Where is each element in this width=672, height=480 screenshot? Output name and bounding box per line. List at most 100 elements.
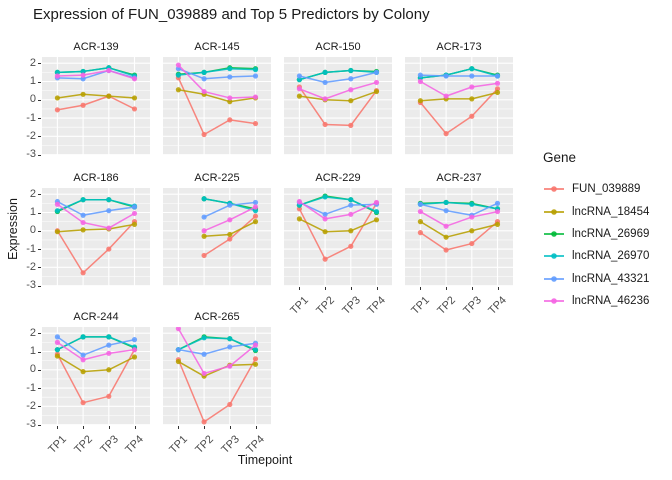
data-point-lncRNA_43321	[348, 76, 354, 82]
legend-item: lncRNA_26970	[543, 245, 649, 267]
data-point-lncRNA_18454	[373, 88, 380, 95]
series-line-FUN_039889	[298, 86, 378, 127]
data-point-lncRNA_46236	[373, 199, 380, 206]
series-line-FUN_039889	[56, 348, 136, 404]
data-point-lncRNA_18454	[201, 233, 207, 239]
facet-panel	[284, 57, 392, 155]
data-point-FUN_039889	[322, 256, 328, 262]
facet-panel	[405, 188, 513, 286]
data-point-lncRNA_46236	[80, 357, 86, 363]
data-point-lncRNA_46236	[175, 327, 181, 332]
data-point-lncRNA_46236	[417, 78, 423, 85]
data-point-FUN_039889	[469, 240, 475, 247]
data-point-lncRNA_46236	[54, 339, 60, 345]
data-point-lncRNA_46236	[227, 363, 233, 369]
series-line-lncRNA_18454	[56, 223, 136, 233]
legend-item: lncRNA_26969	[543, 223, 649, 245]
y-tick-label: -2	[26, 129, 36, 142]
facet-title: ACR-145	[194, 41, 240, 53]
facet-panel	[42, 327, 150, 425]
series-line-lncRNA_46236	[419, 80, 499, 97]
data-point-lncRNA_26970	[54, 69, 60, 75]
data-point-FUN_039889	[443, 131, 449, 137]
series-line-lncRNA_43321	[298, 201, 378, 216]
data-point-lncRNA_46236	[443, 93, 449, 99]
y-tick-label: 1	[29, 206, 36, 218]
x-tick-label: TP1	[288, 294, 312, 318]
legend-key-lncRNA_43321	[544, 275, 564, 282]
y-tick-mark	[38, 388, 41, 390]
y-tick-label: -2	[26, 399, 36, 412]
data-point-FUN_039889	[252, 120, 259, 127]
data-point-lncRNA_26970	[373, 208, 380, 215]
data-point-lncRNA_43321	[296, 73, 302, 79]
series-line-lncRNA_26970	[419, 201, 499, 210]
y-tick-label: 2	[29, 187, 36, 200]
data-point-lncRNA_18454	[175, 87, 181, 93]
data-point-lncRNA_26970	[252, 67, 259, 73]
legend-item-label: lncRNA_18454	[572, 205, 650, 218]
data-point-lncRNA_26970	[227, 66, 233, 72]
facet-title: ACR-237	[436, 172, 482, 184]
x-tick-label: TP4	[123, 433, 147, 457]
data-point-FUN_039889	[106, 393, 112, 399]
data-point-lncRNA_18454	[175, 358, 181, 365]
series-line-lncRNA_46236	[419, 210, 499, 227]
data-point-lncRNA_26970	[175, 72, 181, 78]
x-tick-mark	[178, 426, 180, 429]
legend-item-label: lncRNA_43321	[572, 272, 650, 285]
series-line-lncRNA_26970	[298, 196, 378, 213]
facet-panel	[163, 327, 271, 425]
data-point-lncRNA_18454	[131, 354, 138, 360]
data-point-FUN_039889	[469, 113, 475, 119]
facet-panel	[284, 188, 392, 286]
facet-panel	[163, 57, 271, 155]
data-point-FUN_039889	[80, 270, 86, 276]
facet-title: ACR-150	[315, 41, 361, 53]
data-point-lncRNA_43321	[252, 199, 259, 206]
data-point-lncRNA_26970	[80, 68, 86, 75]
data-point-lncRNA_18454	[80, 91, 86, 97]
data-point-lncRNA_43321	[373, 69, 380, 75]
data-point-lncRNA_18454	[443, 234, 449, 240]
data-point-lncRNA_18454	[54, 95, 60, 101]
y-tick-mark	[38, 81, 41, 83]
data-point-lncRNA_46236	[322, 216, 328, 222]
x-tick-mark	[229, 426, 231, 429]
legend-key-FUN_039889	[544, 186, 564, 192]
data-point-lncRNA_46236	[80, 72, 86, 78]
data-point-lncRNA_43321	[201, 214, 207, 220]
facet-panel	[42, 57, 150, 155]
data-point-lncRNA_46236	[106, 225, 112, 231]
series-line-lncRNA_18454	[177, 360, 257, 377]
data-point-lncRNA_46236	[201, 88, 207, 95]
data-point-FUN_039889	[106, 246, 112, 252]
data-point-lncRNA_18454	[227, 99, 233, 105]
data-point-lncRNA_43321	[322, 79, 328, 86]
x-tick-label: TP2	[72, 433, 95, 457]
facet-title: ACR-225	[194, 172, 240, 184]
legend-item: lncRNA_18454	[543, 200, 649, 222]
x-tick-mark	[497, 287, 499, 290]
data-point-lncRNA_26970	[80, 197, 86, 203]
data-point-lncRNA_46236	[175, 62, 181, 68]
y-tick-mark	[38, 136, 41, 138]
data-point-lncRNA_18454	[80, 227, 86, 233]
x-tick-label: TP4	[365, 294, 389, 318]
data-point-FUN_039889	[443, 247, 449, 253]
data-point-lncRNA_18454	[131, 221, 138, 227]
legend-key-lncRNA_26970	[544, 253, 564, 260]
data-point-lncRNA_26970	[201, 335, 207, 341]
series-line-FUN_039889	[177, 358, 257, 423]
data-point-lncRNA_43321	[252, 73, 259, 79]
data-point-lncRNA_43321	[494, 73, 501, 79]
y-tick-label: -3	[26, 418, 36, 431]
x-tick-label: TP3	[97, 433, 121, 457]
data-point-lncRNA_18454	[131, 95, 138, 101]
x-tick-mark	[108, 426, 110, 429]
data-point-lncRNA_26970	[227, 336, 233, 342]
data-point-lncRNA_46236	[322, 96, 328, 102]
data-point-FUN_039889	[201, 131, 207, 138]
y-tick-label: -3	[26, 279, 36, 292]
